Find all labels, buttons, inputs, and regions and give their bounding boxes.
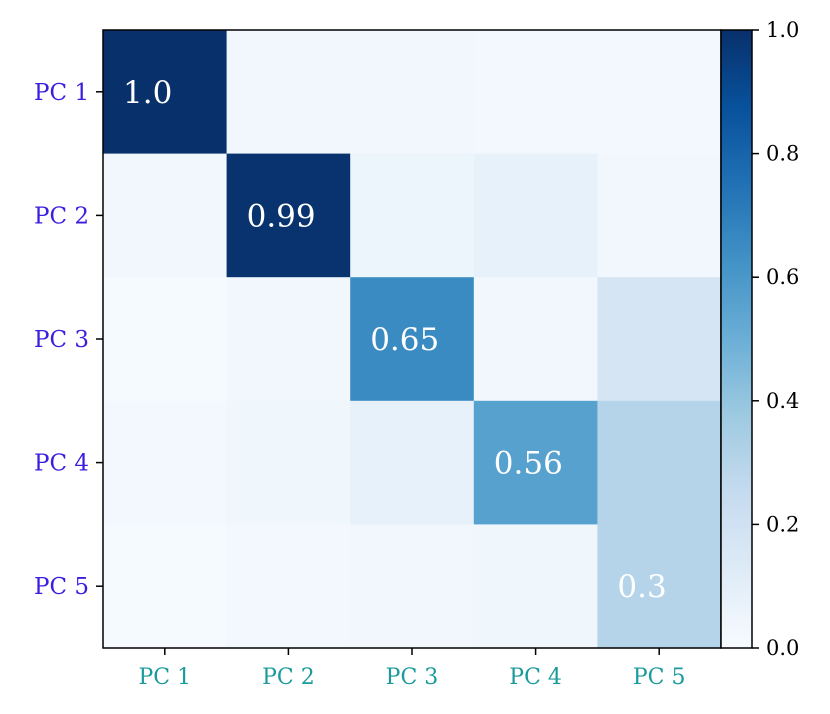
colorbar-tick-label: 0.8 (766, 142, 799, 166)
y-tick-label: PC 4 (34, 451, 89, 477)
y-tick-label: PC 1 (34, 80, 89, 106)
heatmap-cell-r3-c3 (350, 277, 475, 402)
heatmap-cell-r5-c4 (473, 524, 598, 649)
heatmap-cell-r1-c5 (597, 30, 722, 155)
heatmap-cells (103, 30, 722, 649)
colorbar-tick-label: 0.2 (766, 512, 799, 536)
heatmap-cell-r4-c4 (473, 400, 598, 525)
x-tick-label: PC 2 (262, 665, 315, 690)
cell-value-label: 1.0 (123, 75, 172, 111)
x-tick-label: PC 5 (633, 665, 686, 690)
heatmap-cell-r1-c4 (473, 30, 598, 155)
cell-value-label: 0.56 (494, 446, 563, 482)
cell-value-labels: 1.0 0.99 0.65 0.56 0.3 (123, 75, 667, 605)
heatmap-cell-r4-c5 (597, 400, 722, 525)
heatmap-cell-r3-c4 (473, 277, 598, 402)
heatmap-cell-r5-c3 (350, 524, 475, 649)
cell-value-label: 0.65 (370, 322, 439, 358)
heatmap-cell-r2-c3 (350, 153, 475, 278)
heatmap-cell-r4-c2 (226, 400, 351, 525)
heatmap-cell-r1-c1 (103, 30, 228, 155)
heatmap-cell-r2-c1 (103, 153, 228, 278)
x-tick-label: PC 1 (138, 665, 191, 690)
heatmap-cell-r5-c5 (597, 524, 722, 649)
heatmap-cell-r3-c5 (597, 277, 722, 402)
x-tick-label: PC 4 (509, 665, 562, 690)
x-tick-label: PC 3 (386, 665, 439, 690)
colorbar (720, 29, 753, 649)
y-tick-label: PC 2 (34, 203, 89, 229)
heatmap-cell-r4-c3 (350, 400, 475, 525)
y-tick-label: PC 5 (34, 574, 89, 600)
heatmap-cell-r5-c2 (226, 524, 351, 649)
cell-value-label: 0.99 (247, 198, 316, 234)
heatmap-cell-r4-c1 (103, 400, 228, 525)
heatmap-cell-r3-c1 (103, 277, 228, 402)
heatmap-cell-r3-c2 (226, 277, 351, 402)
colorbar-tick-label: 0.0 (766, 636, 799, 660)
heatmap-cell-r1-c2 (226, 30, 351, 155)
cell-value-label: 0.3 (617, 569, 666, 605)
colorbar-ticks: 0.0 0.2 0.4 0.6 0.8 1.0 (752, 18, 799, 660)
colorbar-tick-label: 0.4 (766, 389, 799, 413)
heatmap-cell-r1-c3 (350, 30, 475, 155)
heatmap-cell-r5-c1 (103, 524, 228, 649)
heatmap-cell-r2-c2 (226, 153, 351, 278)
colorbar-tick-label: 1.0 (766, 18, 799, 42)
y-tick-label: PC 3 (34, 327, 89, 353)
heatmap-cell-r2-c5 (597, 153, 722, 278)
x-axis-ticks: PC 1 PC 2 PC 3 PC 4 PC 5 (138, 648, 686, 690)
colorbar-tick-label: 0.6 (766, 265, 799, 289)
heatmap-cell-r2-c4 (473, 153, 598, 278)
y-axis-ticks: PC 1 PC 2 PC 3 PC 4 PC 5 (34, 80, 103, 600)
